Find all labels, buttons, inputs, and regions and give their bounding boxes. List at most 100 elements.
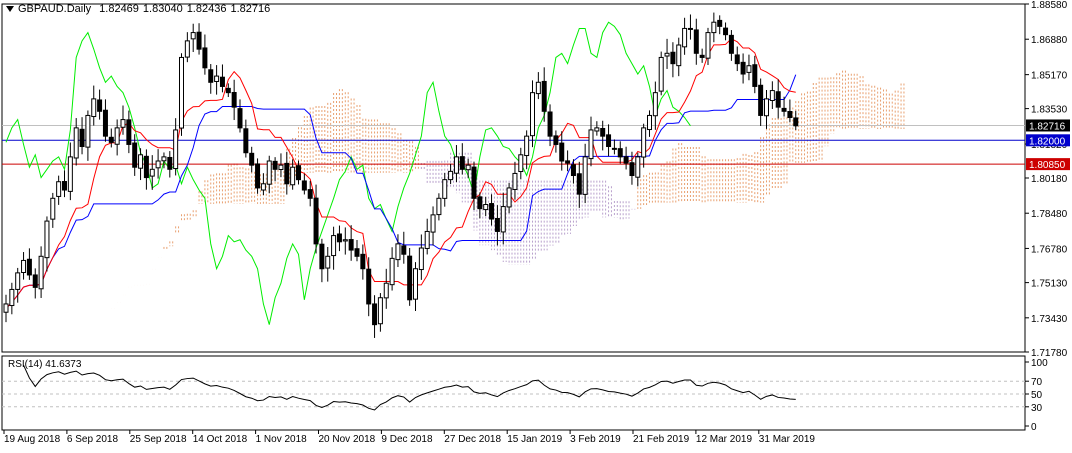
candle-body bbox=[541, 80, 547, 112]
candle bbox=[301, 173, 307, 195]
candle bbox=[184, 32, 190, 63]
candle-body bbox=[331, 235, 337, 257]
candle bbox=[535, 72, 541, 100]
candle bbox=[769, 81, 775, 109]
candle-body bbox=[296, 165, 301, 181]
candle bbox=[682, 17, 688, 55]
candle bbox=[372, 295, 378, 338]
candle bbox=[313, 184, 319, 254]
candle bbox=[734, 46, 740, 72]
candle bbox=[126, 110, 132, 154]
candle-body bbox=[307, 189, 313, 199]
rsi-tick-label: 100 bbox=[1031, 358, 1048, 369]
candle-body bbox=[494, 217, 500, 232]
candle-body bbox=[97, 99, 103, 112]
candle bbox=[570, 159, 576, 184]
candle-body bbox=[102, 109, 108, 137]
candle bbox=[366, 257, 372, 317]
candle bbox=[611, 139, 617, 155]
candle bbox=[547, 104, 553, 147]
candle-body bbox=[319, 243, 325, 270]
candle bbox=[483, 196, 489, 217]
price-tick-label: 1.76780 bbox=[1031, 244, 1068, 255]
candle bbox=[196, 23, 202, 55]
candle bbox=[354, 240, 360, 262]
candle-body bbox=[219, 76, 225, 87]
time-tick-label: 20 Nov 2018 bbox=[319, 434, 376, 445]
candle-body bbox=[237, 108, 243, 129]
candle-body bbox=[699, 54, 705, 58]
candle-body bbox=[62, 181, 67, 191]
rsi-tick-label: 30 bbox=[1031, 403, 1043, 414]
candle-body bbox=[682, 27, 688, 48]
candle bbox=[752, 55, 758, 94]
dropdown-triangle-icon[interactable] bbox=[6, 6, 14, 12]
candle bbox=[728, 30, 734, 61]
candle-body bbox=[641, 127, 647, 158]
candle-body bbox=[313, 197, 319, 245]
candle bbox=[588, 116, 594, 167]
price-tick-label: 1.80180 bbox=[1031, 174, 1068, 185]
candle bbox=[67, 142, 73, 201]
candle bbox=[383, 268, 389, 309]
timeframe-label: Daily bbox=[66, 3, 92, 15]
candle-body bbox=[629, 162, 635, 177]
candle bbox=[62, 170, 67, 198]
time-axis[interactable]: 19 Aug 2018 6 Sep 2018 25 Sep 2018 14 Oct 2… bbox=[3, 430, 815, 445]
candle bbox=[9, 282, 15, 315]
candle bbox=[401, 231, 407, 264]
chikou-span-line bbox=[5, 21, 691, 325]
candle-body bbox=[418, 247, 424, 271]
price-axis[interactable]: 1.885801.868801.851701.835301.818201.801… bbox=[1025, 0, 1068, 359]
candle-body bbox=[114, 127, 120, 145]
open-value: 1.82469 bbox=[99, 3, 139, 15]
candle-body bbox=[559, 142, 565, 162]
candle-body bbox=[9, 288, 15, 307]
candle bbox=[3, 294, 9, 323]
candle-body bbox=[377, 297, 383, 325]
candle bbox=[56, 175, 62, 205]
candle bbox=[465, 158, 471, 178]
candle bbox=[190, 23, 196, 53]
candle-body bbox=[606, 134, 612, 148]
candle bbox=[336, 225, 342, 252]
candle bbox=[658, 51, 664, 96]
candle-body bbox=[647, 114, 652, 131]
candle-body bbox=[652, 92, 658, 117]
candle-body bbox=[676, 44, 682, 67]
candle-body bbox=[588, 129, 594, 160]
candle bbox=[237, 99, 243, 133]
candle bbox=[512, 161, 518, 200]
candle-body bbox=[775, 91, 781, 108]
candle bbox=[179, 53, 184, 136]
candle-body bbox=[348, 239, 354, 251]
candle-body bbox=[214, 75, 220, 82]
candle-body bbox=[208, 69, 214, 83]
time-tick-label: 1 Nov 2018 bbox=[256, 434, 308, 445]
candle-body bbox=[3, 303, 9, 313]
symbol-label: GBPAUD. bbox=[18, 3, 67, 15]
candle-body bbox=[717, 19, 723, 27]
candle-body bbox=[465, 164, 471, 171]
candle-body bbox=[617, 148, 623, 158]
candle bbox=[781, 96, 787, 117]
candle-body bbox=[44, 220, 50, 259]
high-value: 1.83040 bbox=[142, 3, 183, 15]
candle bbox=[331, 226, 337, 270]
candle-body bbox=[179, 56, 184, 129]
candle-body bbox=[740, 61, 746, 75]
candle-body bbox=[769, 90, 775, 101]
candle bbox=[524, 130, 530, 170]
low-value: 1.82436 bbox=[186, 3, 227, 15]
candle bbox=[670, 42, 676, 78]
candle bbox=[167, 151, 173, 178]
candle-body bbox=[693, 29, 699, 54]
candle bbox=[448, 163, 454, 185]
candle-body bbox=[284, 162, 290, 185]
candle-body bbox=[67, 156, 73, 192]
candle bbox=[85, 110, 91, 161]
candle-body bbox=[635, 156, 641, 178]
candle bbox=[44, 216, 50, 272]
